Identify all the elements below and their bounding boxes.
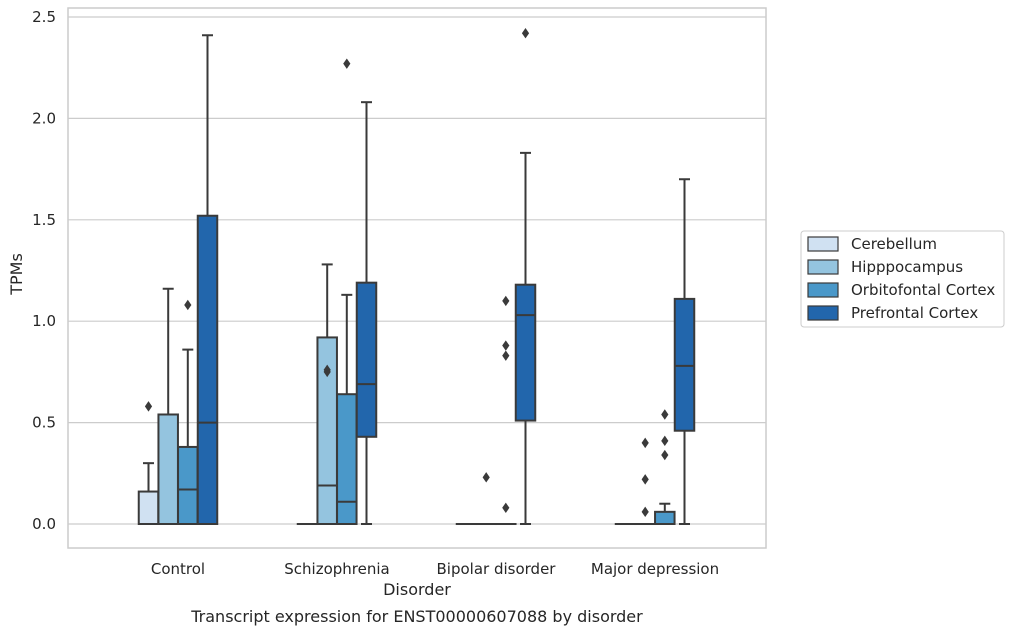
box-3-3 (673, 178, 696, 525)
y-tick-label: 1.5 (32, 211, 56, 229)
box-2-2 (495, 340, 517, 526)
y-tick-label: 0.0 (32, 515, 56, 533)
outlier-point (502, 295, 510, 307)
box-2-3 (654, 409, 676, 526)
x-tick-label: Bipolar disorder (437, 560, 557, 578)
legend-label: Cerebellum (851, 235, 937, 253)
legend-label: Hipppocampus (851, 258, 963, 276)
box-2-0 (177, 299, 199, 526)
box-body (654, 510, 676, 526)
box-0-0 (137, 401, 160, 525)
outlier-point (661, 449, 669, 461)
outlier-point (502, 340, 510, 351)
legend-swatch (807, 282, 839, 298)
box-body (514, 283, 537, 422)
plot-area-frame (67, 7, 767, 549)
box-3-2 (514, 28, 537, 525)
figure-caption: Transcript expression for ENST0000060708… (190, 607, 643, 626)
legend-label: Prefrontal Cortex (851, 304, 978, 322)
legend: Cerebellum Hipppocampus Orbitofontal Corte… (800, 230, 1005, 328)
box-3-1 (355, 101, 378, 525)
box-2-1 (336, 58, 358, 526)
box-body (355, 281, 378, 438)
box-body (157, 413, 179, 526)
outlier-point (343, 58, 351, 69)
legend-frame (800, 230, 1005, 328)
box-3-0 (196, 34, 219, 526)
box-body (137, 490, 160, 525)
x-tick-label: Major depression (591, 560, 719, 578)
y-tick-labels: 0.0 0.5 1.0 1.5 2.0 2.5 (32, 8, 56, 533)
x-tick-labels: Control Schizophrenia Bipolar disorder Majo… (151, 560, 719, 578)
x-tick-label: Control (151, 560, 205, 578)
y-tick-label: 1.0 (32, 312, 56, 330)
legend-label: Orbitofontal Cortex (851, 281, 995, 299)
outlier-point (641, 474, 649, 485)
outlier-point (502, 502, 510, 513)
outlier-point (144, 401, 153, 412)
outlier-point (502, 350, 510, 361)
box-body (336, 393, 358, 526)
outlier-point (641, 506, 649, 518)
outlier-point (661, 435, 669, 447)
outlier-point (641, 437, 649, 449)
outlier-point (323, 364, 331, 376)
box-1-3 (634, 437, 656, 526)
outlier-point (482, 472, 490, 483)
box-1-2 (475, 472, 497, 526)
box-groups (137, 28, 696, 526)
x-tick-label: Schizophrenia (284, 560, 389, 578)
box-1-0 (157, 287, 179, 526)
box-body (673, 297, 696, 432)
outlier-point (521, 28, 530, 39)
outlier-point (661, 409, 669, 420)
box-body (177, 445, 199, 526)
legend-swatch (807, 236, 839, 252)
y-tick-label: 2.0 (32, 109, 56, 127)
y-tick-label: 2.5 (32, 8, 56, 26)
outlier-point (184, 299, 192, 311)
legend-swatch (807, 259, 839, 275)
x-axis-label: Disorder (383, 580, 451, 599)
y-axis-label: TPMs (7, 253, 26, 296)
box-body (196, 214, 219, 526)
box-1-1 (316, 263, 338, 526)
legend-swatch (807, 305, 839, 321)
y-tick-label: 0.5 (32, 414, 56, 432)
